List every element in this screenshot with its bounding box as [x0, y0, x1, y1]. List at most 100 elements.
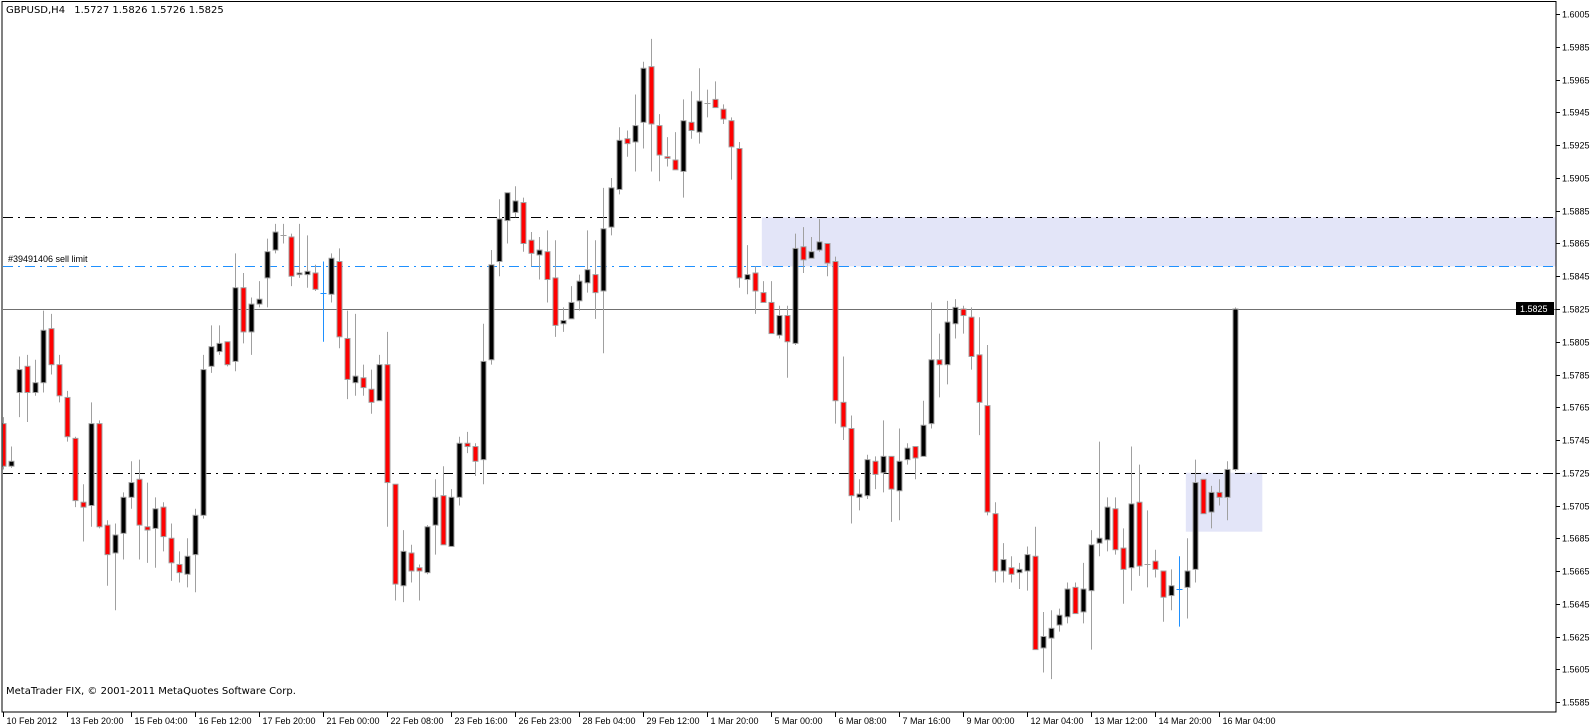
candle[interactable]	[392, 483, 399, 601]
candle[interactable]	[376, 354, 383, 402]
candle[interactable]	[632, 94, 639, 172]
candle[interactable]	[1152, 549, 1159, 578]
candle[interactable]	[168, 523, 175, 581]
candle[interactable]	[200, 354, 207, 519]
candle[interactable]	[264, 238, 271, 308]
candle[interactable]	[16, 356, 23, 418]
time-axis[interactable]: 10 Feb 2012 13 Feb 20:00 15 Feb 04:00 16 Fe…	[3, 712, 1276, 726]
candle[interactable]	[432, 479, 439, 555]
candle[interactable]	[704, 89, 711, 118]
candle[interactable]	[360, 364, 367, 396]
candle[interactable]	[384, 331, 391, 527]
candle[interactable]	[528, 232, 535, 267]
candle[interactable]	[624, 130, 631, 157]
candle[interactable]	[176, 551, 183, 583]
candle[interactable]	[952, 299, 959, 339]
candle[interactable]	[984, 345, 991, 516]
candle[interactable]	[1024, 546, 1031, 591]
candle[interactable]	[480, 323, 487, 485]
candle[interactable]	[328, 253, 335, 303]
candle[interactable]	[656, 114, 663, 182]
candle[interactable]	[912, 446, 919, 480]
candle[interactable]	[1120, 528, 1127, 604]
candle[interactable]	[616, 127, 623, 195]
candle[interactable]	[72, 436, 79, 508]
candle[interactable]	[848, 415, 855, 524]
candle[interactable]	[672, 132, 679, 171]
candle[interactable]	[792, 233, 799, 346]
candle[interactable]	[304, 235, 311, 288]
candle[interactable]	[520, 197, 527, 252]
candle[interactable]	[1168, 569, 1175, 611]
candle[interactable]	[40, 310, 47, 393]
candle[interactable]	[184, 538, 191, 588]
candle[interactable]	[568, 286, 575, 320]
candle[interactable]	[208, 325, 215, 373]
candle[interactable]	[48, 313, 55, 375]
candle[interactable]	[448, 489, 455, 547]
candle[interactable]	[560, 307, 567, 332]
candle[interactable]	[536, 236, 543, 280]
candle[interactable]	[128, 461, 135, 509]
candle[interactable]	[1056, 608, 1063, 632]
candle[interactable]	[712, 81, 719, 109]
candle[interactable]	[744, 245, 751, 295]
candle[interactable]	[1216, 479, 1223, 506]
candle[interactable]	[104, 520, 111, 586]
candle[interactable]	[544, 230, 551, 303]
candle[interactable]	[824, 243, 831, 277]
candle[interactable]	[720, 104, 727, 124]
candle[interactable]	[1008, 556, 1015, 583]
candle[interactable]	[336, 248, 343, 349]
candle[interactable]	[488, 250, 495, 365]
candle[interactable]	[512, 186, 519, 218]
candle[interactable]	[464, 431, 471, 454]
candle[interactable]	[592, 240, 599, 319]
candle[interactable]	[640, 61, 647, 149]
candle[interactable]	[896, 428, 903, 521]
candle[interactable]	[352, 313, 359, 396]
candle[interactable]	[688, 91, 695, 139]
candle[interactable]	[880, 420, 887, 493]
candle[interactable]	[808, 236, 815, 259]
candle[interactable]	[1192, 459, 1199, 583]
candle[interactable]	[608, 178, 615, 236]
candle[interactable]	[344, 310, 351, 400]
candle[interactable]	[88, 402, 95, 527]
candle[interactable]	[456, 436, 463, 506]
candle[interactable]	[472, 443, 479, 477]
candle[interactable]	[256, 281, 263, 308]
candle[interactable]	[1000, 543, 1007, 583]
candle[interactable]	[1104, 497, 1111, 552]
candle[interactable]	[976, 317, 983, 436]
candle[interactable]	[232, 253, 239, 372]
candle[interactable]	[960, 305, 967, 334]
candle[interactable]	[96, 420, 103, 529]
candle[interactable]	[1208, 485, 1215, 529]
candle[interactable]	[840, 356, 847, 440]
candle[interactable]	[1144, 510, 1151, 588]
candle[interactable]	[368, 369, 375, 414]
candle[interactable]	[664, 137, 671, 167]
sell-limit-order-label[interactable]: #39491406 sell limit	[8, 254, 88, 264]
candle[interactable]	[1016, 562, 1023, 590]
candle[interactable]	[80, 484, 87, 542]
candle[interactable]	[224, 341, 231, 367]
candle[interactable]	[1232, 307, 1239, 472]
candle[interactable]	[152, 497, 159, 568]
candle[interactable]	[800, 227, 807, 273]
price-zone-rectangle[interactable]	[1185, 472, 1263, 532]
candle[interactable]	[240, 272, 247, 344]
price-axis[interactable]: 1.6005 1.5985 1.5965 1.5945 1.5925 1.5905 1.58…	[1556, 10, 1590, 708]
candle[interactable]	[1176, 556, 1183, 627]
candle[interactable]	[584, 230, 591, 293]
candle[interactable]	[768, 281, 775, 335]
candle[interactable]	[816, 218, 823, 252]
candle[interactable]	[856, 479, 863, 511]
candle[interactable]	[992, 502, 999, 583]
candle[interactable]	[272, 223, 279, 254]
candle[interactable]	[680, 99, 687, 198]
candle[interactable]	[552, 240, 559, 337]
candle[interactable]	[736, 141, 743, 288]
candle[interactable]	[112, 523, 119, 611]
